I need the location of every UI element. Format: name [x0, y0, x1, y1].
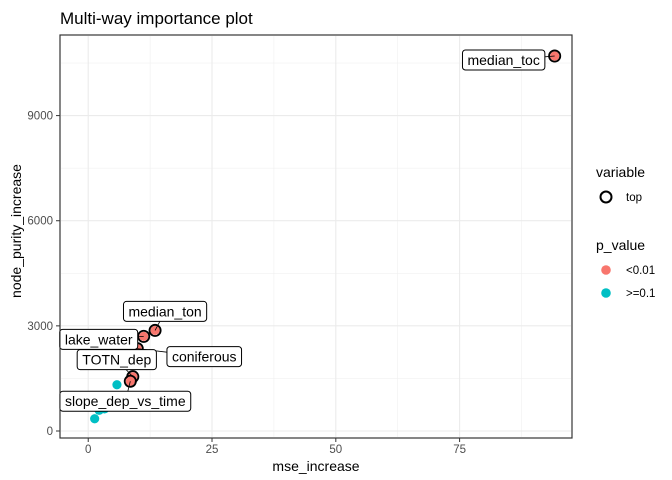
y-tick-label: 3000 — [27, 321, 53, 333]
data-point — [550, 51, 560, 61]
chart-title: Multi-way importance plot — [60, 9, 253, 28]
point-label-totn-dep: TOTN_dep — [76, 349, 157, 377]
y-tick-label: 6000 — [27, 216, 53, 228]
legend: variable top p_value <0.01 >=0.1 — [596, 164, 655, 300]
label-text: median_toc — [467, 52, 539, 68]
point-labels: median_toc median_ton lake_water coniferous… — [59, 49, 555, 412]
plot-panel: median_toc median_ton lake_water coniferous… — [59, 34, 573, 439]
x-tick-label: 25 — [206, 444, 219, 456]
y-axis-ticks: 0 3000 6000 9000 — [27, 111, 60, 438]
label-leader-line — [544, 55, 555, 58]
x-axis-ticks: 0 25 50 75 — [85, 438, 466, 456]
legend-title-variable: variable — [596, 164, 645, 180]
label-text: slope_dep_vs_time — [65, 393, 186, 409]
label-text: TOTN_dep — [82, 352, 151, 368]
label-box — [166, 346, 243, 368]
grid-lines — [60, 35, 572, 438]
legend-label-lt-001: <0.01 — [626, 265, 655, 277]
point-label-coniferous: coniferous — [137, 346, 243, 368]
label-text: lake_water — [65, 331, 133, 347]
label-leader-line — [127, 381, 131, 392]
data-point-top-ring — [123, 374, 137, 388]
point-label-lake-water: lake_water — [59, 328, 144, 350]
x-tick-label: 50 — [329, 444, 342, 456]
data-point-top-ring — [148, 323, 162, 337]
point-label-slope-dep-vs-time: slope_dep_vs_time — [59, 381, 192, 412]
legend-label-top: top — [626, 192, 642, 204]
x-axis-title: mse_increase — [272, 458, 359, 474]
legend-key-lt-001 — [601, 265, 611, 275]
label-leader-line — [125, 369, 134, 377]
data-point — [112, 380, 122, 390]
label-text: coniferous — [172, 349, 237, 365]
y-tick-label: 0 — [47, 426, 53, 438]
label-text: median_ton — [128, 303, 201, 319]
label-box — [76, 349, 157, 371]
legend-key-ge-01 — [601, 288, 611, 298]
legend-title-p-value: p_value — [596, 237, 645, 253]
x-tick-label: 75 — [453, 444, 466, 456]
label-box — [461, 49, 546, 71]
label-box — [122, 300, 208, 322]
y-axis-title: node_purity_increase — [8, 164, 24, 298]
data-point-top-ring — [548, 49, 562, 63]
label-leader-line — [154, 321, 161, 331]
data-point — [90, 414, 100, 424]
point-label-median-toc: median_toc — [461, 49, 555, 71]
y-tick-label: 9000 — [27, 111, 53, 123]
point-label-median-ton: median_ton — [122, 300, 208, 331]
legend-key-top — [599, 190, 613, 204]
legend-label-ge-01: >=0.1 — [626, 288, 655, 300]
x-tick-label: 0 — [85, 444, 91, 456]
